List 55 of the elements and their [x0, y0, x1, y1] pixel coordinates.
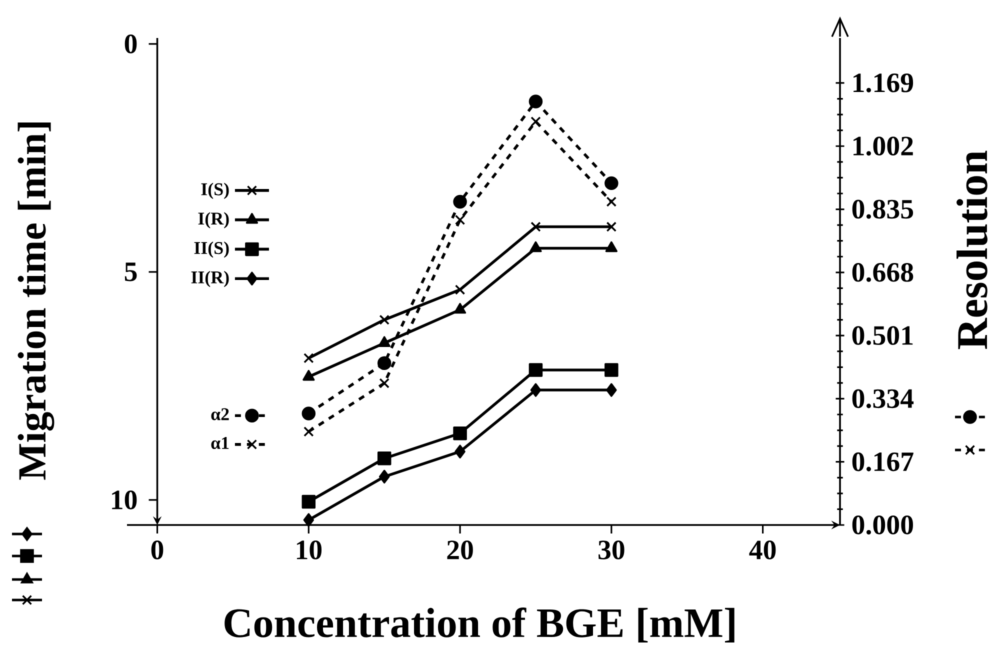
- y-tick-label: 0: [124, 34, 137, 54]
- point: [454, 284, 466, 295]
- y2-tick-label: 0.501: [852, 326, 913, 346]
- point: [379, 314, 390, 325]
- point: [304, 426, 314, 437]
- point: [530, 383, 542, 397]
- y2-tick-label: 0.167: [852, 452, 914, 472]
- y2-tick-label: 1.002: [854, 136, 913, 156]
- point: [302, 370, 315, 381]
- point: [453, 194, 467, 209]
- point: [454, 214, 466, 225]
- x-tick-label: 30: [598, 540, 624, 560]
- legend-label: II(R): [191, 270, 229, 288]
- x-tick-label: 40: [749, 540, 776, 560]
- point: [605, 241, 618, 252]
- y-axis-title: Migration time [min]: [18, 122, 54, 480]
- y2-tick-label: 0.835: [852, 200, 914, 219]
- point: [378, 470, 390, 484]
- point: [377, 452, 392, 466]
- x-tick-label: 10: [296, 540, 322, 560]
- point: [303, 513, 314, 527]
- point: [530, 222, 541, 232]
- x-tick-label: 0: [151, 540, 164, 560]
- y2-tick-label: 0.334: [852, 389, 914, 408]
- point: [528, 94, 543, 108]
- point: [377, 356, 392, 370]
- y2-axis-title: Resolution: [956, 150, 988, 350]
- legend-label: II(S): [194, 241, 229, 258]
- legend-label: α2: [211, 408, 229, 420]
- point: [606, 383, 617, 397]
- y-tick-label: 5: [124, 262, 137, 282]
- point: [606, 196, 617, 207]
- y2-tick-label: 0.000: [852, 516, 913, 534]
- point: [606, 222, 617, 232]
- point: [454, 302, 466, 314]
- point: [454, 444, 466, 458]
- point: [453, 426, 467, 440]
- point: [304, 352, 314, 364]
- point: [604, 176, 618, 190]
- point: [379, 378, 390, 388]
- point: [302, 494, 316, 509]
- y2-tick-label: 0.668: [852, 262, 914, 282]
- point: [530, 116, 541, 127]
- point: [528, 363, 543, 377]
- point: [378, 336, 390, 347]
- y2-tick-label: 1.169: [854, 74, 914, 92]
- legend-label: I(R): [198, 212, 229, 228]
- x-tick-label: 20: [447, 540, 473, 560]
- point: [604, 363, 618, 377]
- legend-label: α1: [211, 437, 229, 450]
- y-tick-label: 10: [112, 490, 137, 510]
- legend-label: I(S): [201, 182, 229, 199]
- point: [302, 406, 316, 420]
- point: [530, 241, 542, 252]
- x-axis-title: Concentration of BGE [mM]: [224, 607, 734, 643]
